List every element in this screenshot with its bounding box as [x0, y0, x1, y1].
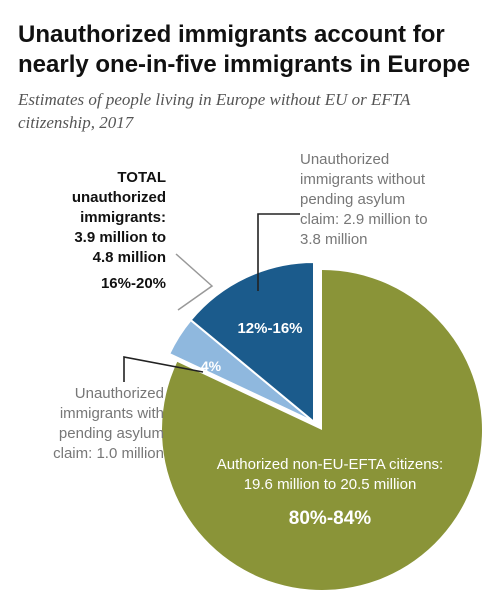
without-asylum-line-3: pending asylum	[300, 191, 406, 208]
chart-subtitle: Estimates of people living in Europe wit…	[18, 88, 483, 134]
chart-title: Unauthorized immigrants account for near…	[18, 20, 488, 80]
pie-slice-authorized	[162, 270, 483, 590]
total-note-line-3: immigrants:	[80, 209, 166, 226]
pie-label-authorized-pct: 80%-84%	[289, 508, 371, 529]
total-unauthorized-pct: 16%-20%	[100, 275, 166, 292]
leader-line-with-asylum	[123, 356, 204, 382]
title-line-2: nearly one-in-five immigrants in Europe	[18, 51, 471, 78]
pie-label-authorized-line-2: 19.6 million to 20.5 million	[244, 476, 417, 493]
without-asylum-line-4: claim: 2.9 million to	[300, 211, 428, 228]
without-asylum-line-5: 3.8 million	[300, 231, 368, 248]
total-note-line-2: unauthorized	[71, 189, 166, 206]
pie-label-without-asylum: 12%-16%	[237, 320, 302, 337]
unauthorized-bracket	[175, 253, 214, 311]
total-note-line-5: 4.8 million	[92, 249, 166, 266]
pie-label-with-asylum: 4%	[201, 358, 222, 374]
with-asylum-note: Unauthorized immigrants with pending asy…	[40, 384, 164, 464]
with-asylum-line-1: Unauthorized	[74, 385, 164, 402]
without-asylum-line-1: Unauthorized	[300, 151, 390, 168]
subtitle-line-1: Estimates of people living in Europe wit…	[18, 90, 411, 109]
total-note-line-1: TOTAL	[117, 169, 166, 186]
with-asylum-line-4: claim: 1.0 million	[53, 445, 164, 462]
pie-slice-without-asylum	[189, 260, 315, 425]
leader-line-without-asylum	[257, 213, 300, 291]
title-line-1: Unauthorized immigrants account for	[18, 21, 445, 48]
total-note-line-4: 3.9 million to	[74, 229, 166, 246]
subtitle-line-2: citizenship, 2017	[18, 113, 134, 132]
with-asylum-line-3: pending asylum	[58, 425, 164, 442]
without-asylum-note: Unauthorized immigrants without pending …	[300, 150, 460, 250]
without-asylum-line-2: immigrants without	[300, 171, 426, 188]
total-unauthorized-note: TOTAL unauthorized immigrants: 3.9 milli…	[40, 168, 166, 268]
with-asylum-line-2: immigrants with	[59, 405, 164, 422]
pie-label-authorized-line-1: Authorized non-EU-EFTA citizens:	[217, 456, 443, 473]
